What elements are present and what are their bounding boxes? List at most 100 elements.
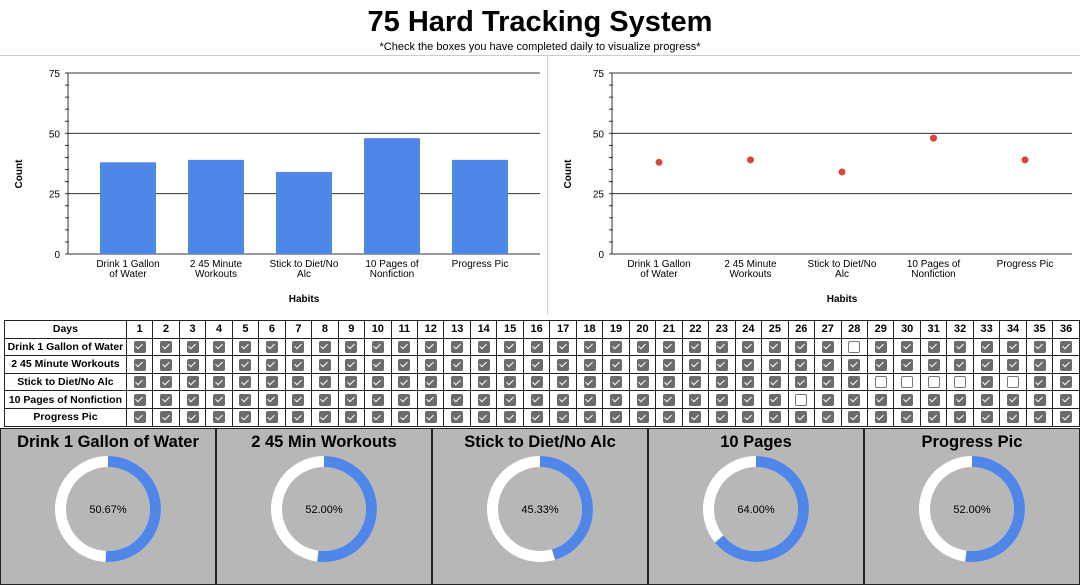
checkbox[interactable] <box>213 376 225 389</box>
bar-chart[interactable]: 0 25 50 75 Count Habits Drink 1 Gallon of Water… <box>0 56 548 314</box>
checkbox[interactable] <box>451 393 464 406</box>
checkbox[interactable] <box>742 340 755 353</box>
checkbox[interactable] <box>954 340 967 353</box>
checkbox[interactable] <box>504 376 517 389</box>
checkbox[interactable] <box>1060 358 1073 371</box>
checkbox[interactable] <box>371 358 384 371</box>
checkbox[interactable] <box>980 358 993 371</box>
checkbox[interactable] <box>610 340 623 353</box>
checkbox[interactable] <box>1060 411 1073 424</box>
checkbox[interactable] <box>1033 393 1046 406</box>
checkbox[interactable] <box>1033 411 1046 424</box>
checkbox[interactable] <box>371 393 384 406</box>
checkbox[interactable] <box>213 340 225 353</box>
checkbox[interactable] <box>318 393 331 406</box>
checkbox[interactable] <box>160 340 173 353</box>
checkbox[interactable] <box>477 393 490 406</box>
checkbox[interactable] <box>398 393 411 406</box>
checkbox[interactable] <box>742 393 755 406</box>
checkbox[interactable] <box>821 376 834 389</box>
checkbox[interactable] <box>318 340 331 353</box>
checkbox[interactable] <box>133 358 146 371</box>
checkbox[interactable] <box>504 411 517 424</box>
checkbox[interactable] <box>265 376 278 389</box>
checkbox[interactable] <box>133 376 146 389</box>
checkbox[interactable] <box>398 358 411 371</box>
checkbox[interactable] <box>901 393 914 406</box>
checkbox[interactable] <box>398 411 411 424</box>
checkbox[interactable] <box>742 376 755 389</box>
checkbox[interactable] <box>636 358 649 371</box>
checkbox[interactable] <box>768 358 781 371</box>
checkbox[interactable] <box>424 358 437 371</box>
checkbox[interactable] <box>1007 376 1020 389</box>
checkbox[interactable] <box>954 393 967 406</box>
checkbox[interactable] <box>160 358 173 371</box>
checkbox[interactable] <box>133 393 146 406</box>
checkbox[interactable] <box>371 340 384 353</box>
checkbox[interactable] <box>345 340 358 353</box>
checkbox[interactable] <box>1033 340 1046 353</box>
checkbox[interactable] <box>398 340 411 353</box>
checkbox[interactable] <box>610 393 623 406</box>
checkbox[interactable] <box>186 393 199 406</box>
checkbox[interactable] <box>1060 393 1073 406</box>
checkbox[interactable] <box>504 340 517 353</box>
checkbox[interactable] <box>557 340 570 353</box>
checkbox[interactable] <box>292 358 305 371</box>
checkbox[interactable] <box>371 411 384 424</box>
checkbox[interactable] <box>477 340 490 353</box>
checkbox[interactable] <box>583 376 596 389</box>
checkbox[interactable] <box>689 376 702 389</box>
checkbox[interactable] <box>927 411 940 424</box>
checkbox[interactable] <box>583 411 596 424</box>
checkbox[interactable] <box>186 411 199 424</box>
checkbox[interactable] <box>689 340 702 353</box>
checkbox[interactable] <box>848 376 861 389</box>
checkbox[interactable] <box>927 376 940 389</box>
checkbox[interactable] <box>504 393 517 406</box>
checkbox[interactable] <box>821 340 834 353</box>
checkbox[interactable] <box>689 393 702 406</box>
checkbox[interactable] <box>742 411 755 424</box>
checkbox[interactable] <box>292 340 305 353</box>
checkbox[interactable] <box>265 340 278 353</box>
checkbox[interactable] <box>980 393 993 406</box>
checkbox[interactable] <box>160 411 173 424</box>
checkbox[interactable] <box>662 393 675 406</box>
checkbox[interactable] <box>768 340 781 353</box>
checkbox[interactable] <box>662 340 675 353</box>
checkbox[interactable] <box>901 340 914 353</box>
checkbox[interactable] <box>795 358 808 371</box>
checkbox[interactable] <box>265 358 278 371</box>
checkbox[interactable] <box>213 411 225 424</box>
checkbox[interactable] <box>795 411 808 424</box>
checkbox[interactable] <box>662 411 675 424</box>
checkbox[interactable] <box>318 358 331 371</box>
checkbox[interactable] <box>1007 411 1020 424</box>
checkbox[interactable] <box>954 411 967 424</box>
checkbox[interactable] <box>530 358 543 371</box>
checkbox[interactable] <box>980 376 993 389</box>
checkbox[interactable] <box>715 376 728 389</box>
checkbox[interactable] <box>530 393 543 406</box>
checkbox[interactable] <box>186 358 199 371</box>
checkbox[interactable] <box>874 340 887 353</box>
checkbox[interactable] <box>1007 340 1020 353</box>
checkbox[interactable] <box>927 358 940 371</box>
checkbox[interactable] <box>795 393 808 406</box>
checkbox[interactable] <box>398 376 411 389</box>
checkbox[interactable] <box>583 393 596 406</box>
checkbox[interactable] <box>239 411 252 424</box>
checkbox[interactable] <box>954 376 967 389</box>
checkbox[interactable] <box>345 376 358 389</box>
checkbox[interactable] <box>292 376 305 389</box>
checkbox[interactable] <box>345 411 358 424</box>
checkbox[interactable] <box>424 411 437 424</box>
checkbox[interactable] <box>848 393 861 406</box>
checkbox[interactable] <box>768 376 781 389</box>
checkbox[interactable] <box>689 358 702 371</box>
checkbox[interactable] <box>451 340 464 353</box>
checkbox[interactable] <box>265 393 278 406</box>
checkbox[interactable] <box>821 393 834 406</box>
